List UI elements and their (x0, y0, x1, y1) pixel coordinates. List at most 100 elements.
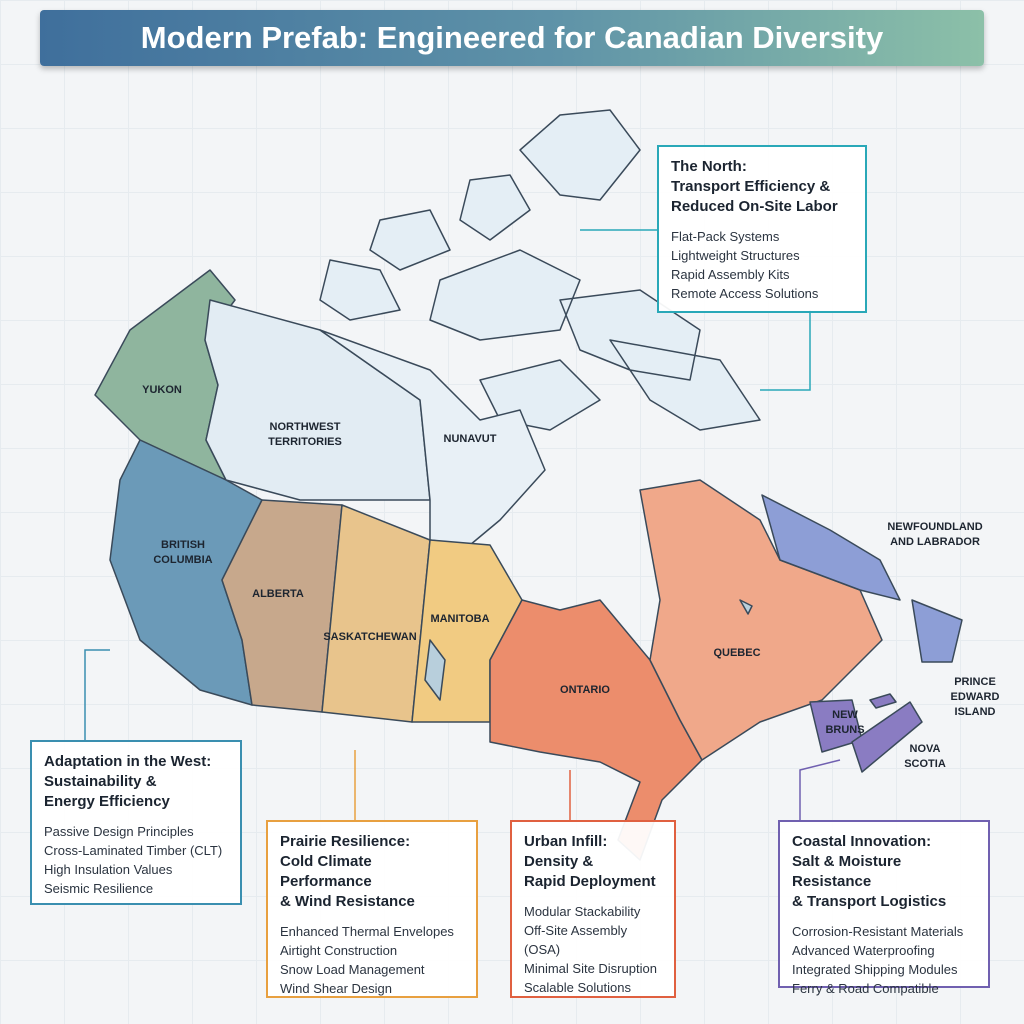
region-label-line: BRITISH (161, 539, 205, 551)
callout-item: Rapid Assembly Kits (671, 267, 790, 282)
northwest-territories (204, 299, 431, 501)
region-label: NORTHWEST TERRITORIES (268, 421, 342, 448)
region-label: NEW BRUNS (825, 709, 864, 736)
region-label-line: PRINCE (954, 676, 996, 688)
connectors (84, 229, 841, 820)
region-label: NOVA SCOTIA (904, 743, 946, 770)
callout-list: Flat-Pack Systems Lightweight Structures R… (671, 227, 853, 303)
callout-list: Modular Stackability Off-Site Assembly (O… (524, 902, 662, 997)
arctic-islands (319, 109, 761, 431)
quebec (639, 479, 883, 761)
callout-list: Corrosion-Resistant Materials Advanced Wa… (792, 922, 976, 998)
callout-item: Ferry & Road Compatible (792, 981, 939, 996)
heading-line: Salt & Moisture Resistance (792, 853, 902, 890)
newfoundland-labrador (761, 494, 963, 663)
callout-list: Passive Design Principles Cross-Laminated… (44, 822, 228, 898)
heading-line: Transport Efficiency & (671, 178, 831, 195)
callout-item: Enhanced Thermal Envelopes (280, 924, 454, 939)
callout: Urban Infill: Density & Rapid Deployment Mo… (510, 820, 676, 998)
connector (84, 649, 110, 740)
callout-item: Snow Load Management (280, 962, 425, 977)
heading-line: Rapid Deployment (524, 873, 656, 890)
callout-item: Scalable Solutions (524, 980, 631, 995)
callout-list: Enhanced Thermal Envelopes Airtight Const… (280, 922, 464, 998)
region-label: ONTARIO (560, 684, 610, 696)
region-label-line: NORTHWEST (270, 421, 341, 433)
callout-item: Flat-Pack Systems (671, 229, 780, 244)
callout-item: Cross-Laminated Timber (CLT) (44, 843, 223, 858)
region-label-line: AND LABRADOR (890, 536, 980, 548)
heading-line: Coastal Innovation: (792, 833, 932, 850)
callout-item: Minimal Site Disruption (524, 961, 657, 976)
callout: Prairie Resilience: Cold Climate Performa… (266, 820, 478, 998)
title: Modern Prefab: Engineered for Canadian D… (140, 20, 884, 55)
heading-line: Density & (524, 853, 594, 870)
region-label-line: ISLAND (955, 706, 996, 718)
callout-item: Integrated Shipping Modules (792, 962, 958, 977)
provinces (94, 109, 963, 861)
region-label-line: BRUNS (825, 724, 864, 736)
region-label: YUKON (142, 384, 182, 396)
region-label-line: MANITOBA (430, 613, 489, 625)
region-label-line: TERRITORIES (268, 436, 342, 448)
region-label-line: NEW (832, 709, 858, 721)
callout-item: Seismic Resilience (44, 881, 154, 896)
region-label-line: NEWFOUNDLAND (887, 521, 982, 533)
region-label: ALBERTA (252, 588, 304, 600)
heading-line: The North: (671, 158, 747, 175)
callout-heading: Prairie Resilience: Cold Climate Performa… (280, 832, 464, 912)
callout-item: Lightweight Structures (671, 248, 800, 263)
heading-line: Urban Infill: (524, 833, 608, 850)
region-label: QUEBEC (713, 647, 760, 659)
connector (580, 229, 811, 391)
region-label-line: COLUMBIA (153, 554, 212, 566)
connector (799, 759, 841, 820)
region-label-line: NUNAVUT (444, 433, 497, 445)
callout: The North: Transport Efficiency & Reduced … (657, 145, 867, 313)
callout-item: Corrosion-Resistant Materials (792, 924, 964, 939)
region-label-line: EDWARD (951, 691, 1000, 703)
prince-edward-island (869, 693, 897, 709)
region-label-line: ALBERTA (252, 588, 304, 600)
callout-item: Off-Site Assembly (OSA) (524, 923, 628, 957)
region-label-line: NOVA (910, 743, 941, 755)
region-label: NEWFOUNDLAND AND LABRADOR (887, 521, 982, 548)
title-banner: Modern Prefab: Engineered for Canadian D… (40, 10, 984, 66)
heading-line: Cold Climate Performance (280, 853, 372, 890)
callout-heading: Adaptation in the West: Sustainability & E… (44, 752, 228, 812)
callout-item: Advanced Waterproofing (792, 943, 935, 958)
region-label-line: SCOTIA (904, 758, 946, 770)
region-label: MANITOBA (430, 613, 489, 625)
callout-item: High Insulation Values (44, 862, 173, 877)
heading-line: Prairie Resilience: (280, 833, 411, 850)
callout-item: Modular Stackability (524, 904, 641, 919)
callout-item: Wind Shear Design (280, 981, 392, 996)
hudson-bay-lakes (424, 599, 753, 701)
region-label-line: ONTARIO (560, 684, 610, 696)
saskatchewan (321, 504, 431, 723)
heading-line: & Transport Logistics (792, 893, 947, 910)
region-label: PRINCE EDWARD ISLAND (951, 676, 1000, 718)
region-label-line: SASKATCHEWAN (323, 631, 416, 643)
heading-line: Adaptation in the West: (44, 753, 212, 770)
region-label: NUNAVUT (444, 433, 497, 445)
region-labels: YUKON NORTHWEST TERRITORIES NUNAVUT BRITISH C… (142, 384, 999, 770)
callout-item: Remote Access Solutions (671, 286, 819, 301)
heading-line: & Wind Resistance (280, 893, 415, 910)
heading-line: Reduced On-Site Labor (671, 198, 838, 215)
nova-scotia (851, 701, 923, 773)
callout-heading: Urban Infill: Density & Rapid Deployment (524, 832, 662, 892)
heading-line: Sustainability & (44, 773, 157, 790)
region-label: BRITISH COLUMBIA (153, 539, 212, 566)
callout-item: Airtight Construction (280, 943, 398, 958)
callout-item: Passive Design Principles (44, 824, 194, 839)
region-label-line: YUKON (142, 384, 182, 396)
region-label-line: QUEBEC (713, 647, 760, 659)
callout: Adaptation in the West: Sustainability & E… (30, 740, 242, 905)
region-label: SASKATCHEWAN (323, 631, 416, 643)
callout-heading: The North: Transport Efficiency & Reduced … (671, 157, 853, 217)
callout-heading: Coastal Innovation: Salt & Moisture Resis… (792, 832, 976, 912)
heading-line: Energy Efficiency (44, 793, 170, 810)
